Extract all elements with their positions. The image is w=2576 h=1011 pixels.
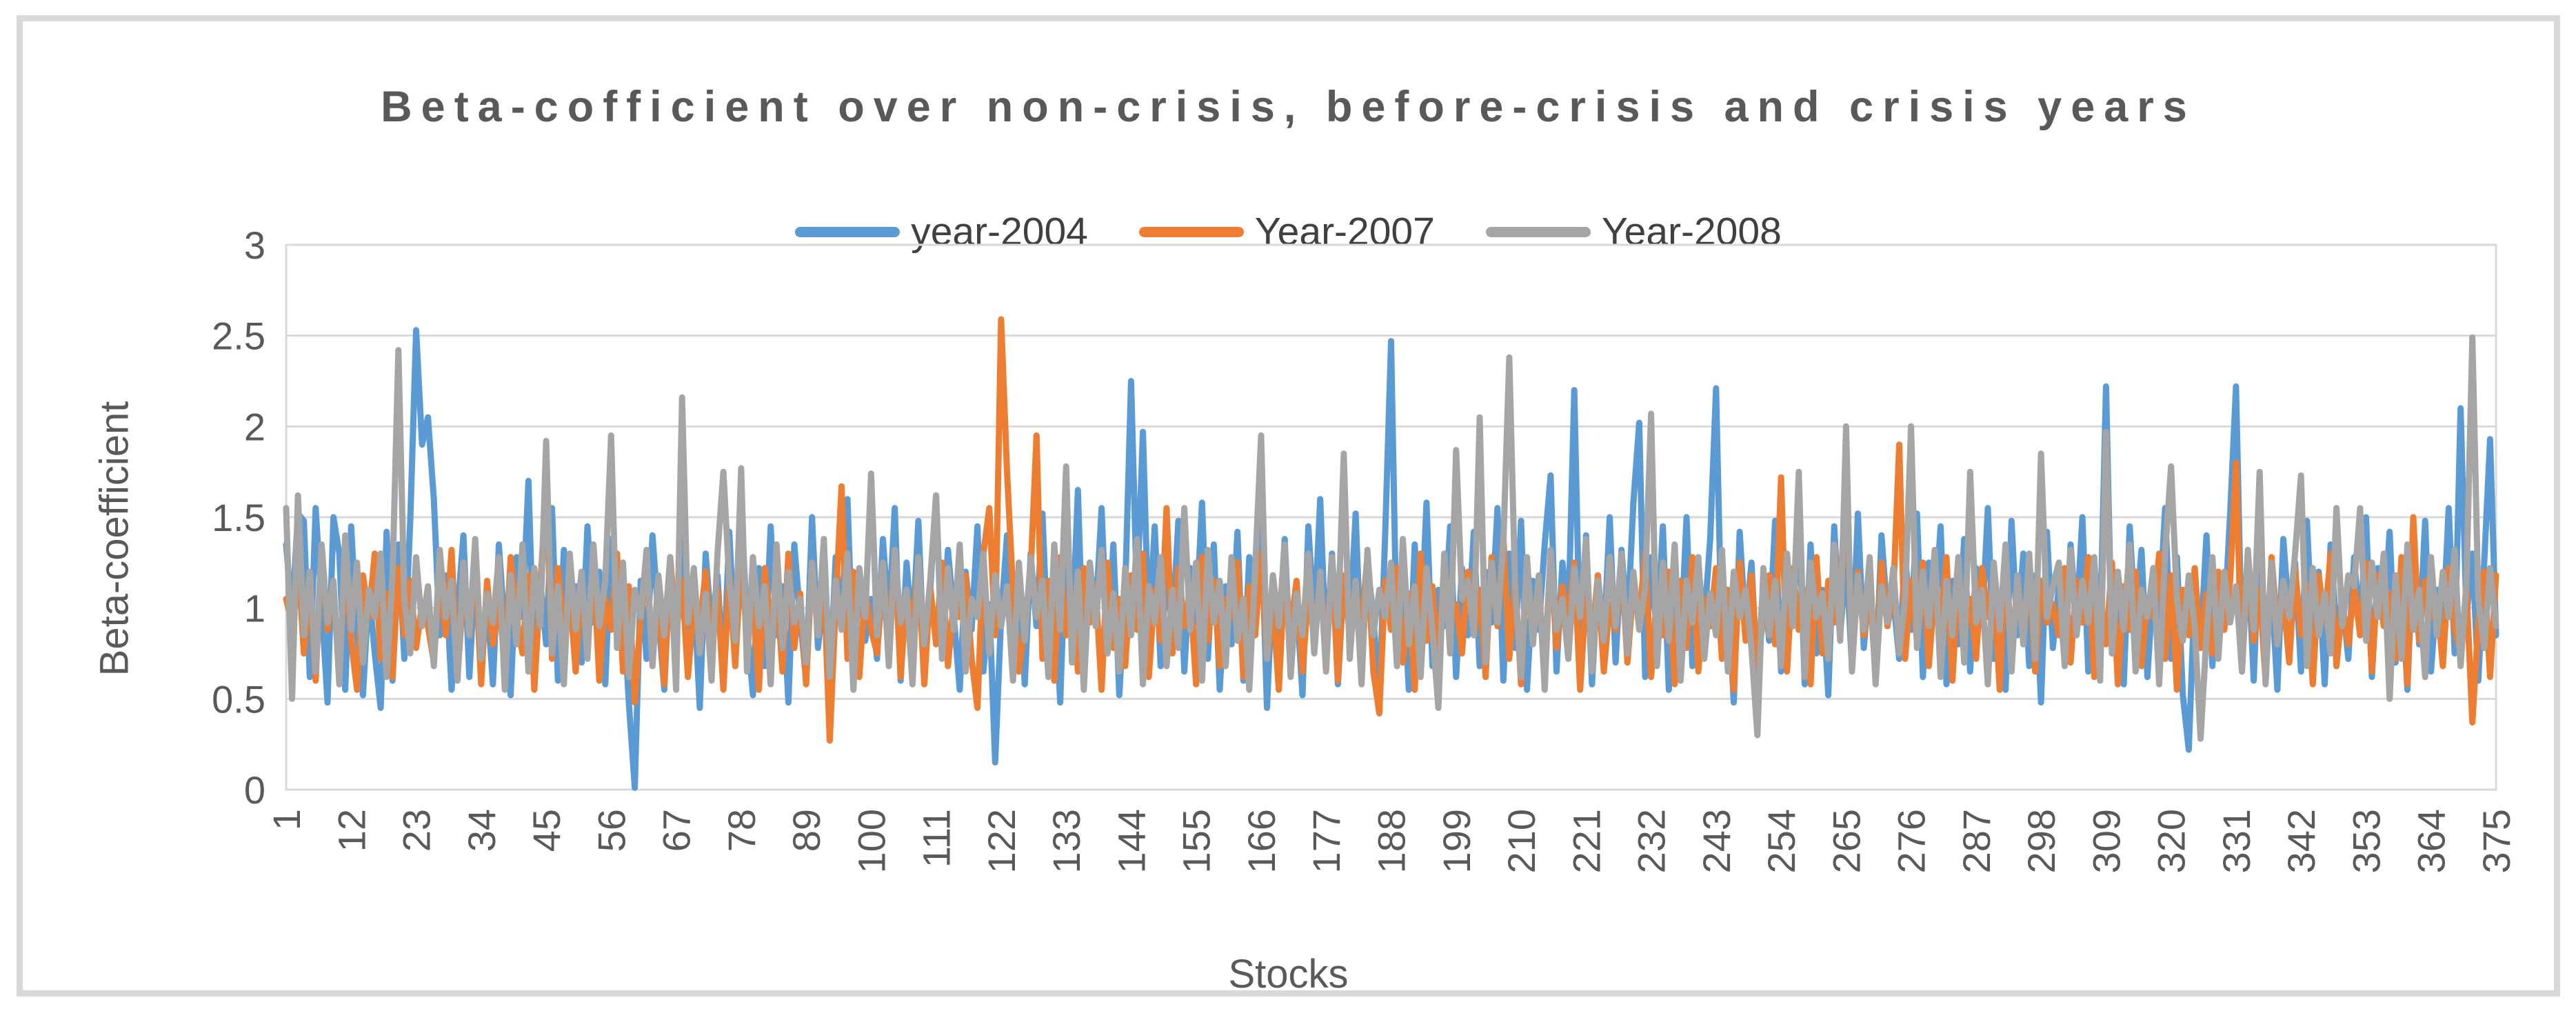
x-tick-label: 199 [1435,809,1478,873]
x-tick-label: 375 [2475,809,2518,873]
legend-swatch-year-2004 [795,226,900,237]
x-tick-label: 188 [1370,809,1413,873]
legend-swatch-year-2008 [1485,226,1591,237]
x-tick-label: 177 [1305,809,1348,873]
x-tick-label: 232 [1630,809,1673,873]
x-tick-label: 155 [1175,809,1218,873]
x-tick-label: 89 [785,809,828,852]
y-tick-label: 2.5 [212,314,265,358]
x-tick-label: 254 [1760,809,1803,873]
legend-item-year-2008: Year-2008 [1485,209,1782,254]
legend-label-year-2004: year-2004 [911,210,1088,254]
chart-figure: Beta-cofficient over non-crisis, before-… [17,15,2560,997]
legend-label-year-2008: Year-2008 [1601,210,1782,254]
x-tick-label: 100 [849,809,893,873]
x-tick-label: 210 [1500,809,1543,873]
x-tick-label: 12 [330,809,373,852]
x-tick-label: 1 [265,809,308,830]
x-tick-label: 34 [460,809,503,852]
chart-legend: year-2004 Year-2007 Year-2008 [23,209,2554,254]
legend-item-year-2004: year-2004 [795,209,1088,254]
x-axis-title: Stocks [1228,952,1349,997]
y-tick-label: 2 [244,405,265,448]
x-tick-label: 364 [2410,809,2453,873]
legend-label-year-2007: Year-2007 [1254,210,1435,254]
x-tick-label: 342 [2280,809,2323,873]
x-tick-label: 166 [1240,809,1283,873]
x-tick-label: 353 [2344,809,2388,873]
chart-title: Beta-cofficient over non-crisis, before-… [381,83,2196,131]
y-tick-label: 1.5 [212,496,265,539]
x-tick-label: 133 [1045,809,1088,873]
x-tick-label: 78 [720,809,763,852]
x-tick-label: 111 [915,809,958,868]
x-tick-label: 320 [2150,809,2193,873]
x-tick-label: 309 [2084,809,2128,873]
legend-swatch-year-2007 [1138,226,1244,237]
x-tick-label: 265 [1824,809,1868,873]
x-tick-label: 331 [2215,809,2258,873]
x-tick-label: 23 [395,809,439,852]
x-tick-label: 276 [1890,809,1933,873]
series-line-Year-2008 [283,334,2499,742]
legend-item-year-2007: Year-2007 [1138,209,1435,254]
x-tick-label: 144 [1109,809,1153,873]
x-tick-label: 287 [1955,809,1998,873]
x-tick-label: 56 [590,809,633,852]
x-tick-label: 243 [1695,809,1738,873]
y-tick-label: 0 [244,768,265,812]
x-tick-label: 122 [980,809,1023,873]
x-tick-label: 221 [1564,809,1608,873]
y-tick-label: 3 [244,223,265,267]
x-tick-label: 45 [525,809,568,852]
y-tick-label: 1 [244,587,265,630]
y-tick-label: 0.5 [212,677,265,721]
x-tick-label: 67 [655,809,698,852]
x-tick-label: 298 [2020,809,2063,873]
